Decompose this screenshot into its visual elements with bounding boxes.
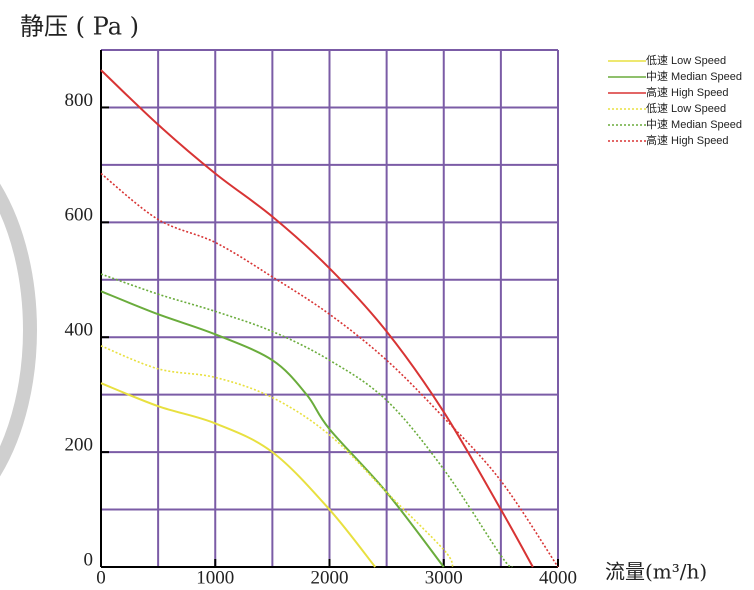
- y-tick-label: 0: [84, 549, 94, 570]
- legend-label: 高速 High Speed: [646, 85, 729, 99]
- series-line: [100, 69, 534, 568]
- legend-label: 中速 Median Speed: [646, 118, 742, 131]
- legend-label: 中速 Median Speed: [646, 70, 742, 83]
- y-tick-label: 800: [65, 90, 94, 111]
- x-tick-label: 2000: [311, 567, 349, 588]
- x-axis-label: 流量(m³/h): [605, 560, 707, 584]
- series-line: [100, 273, 513, 568]
- y-tick-label: 600: [65, 205, 94, 226]
- y-tick-label: 200: [65, 434, 94, 455]
- x-tick-label: 0: [96, 567, 106, 588]
- legend-label: 高速 High Speed: [646, 133, 729, 147]
- y-tick-label: 400: [65, 320, 94, 341]
- x-tick-label: 3000: [425, 567, 463, 588]
- legend-label: 低速 Low Speed: [646, 102, 726, 115]
- x-tick-label: 1000: [196, 567, 234, 588]
- series-line: [100, 345, 454, 568]
- legend-label: 低速 Low Speed: [646, 54, 726, 67]
- y-axis-label: 静压 ( Pa ): [20, 13, 139, 41]
- x-tick-label: 4000: [539, 567, 577, 588]
- background-decoration: [0, 183, 37, 477]
- series-line: [100, 382, 376, 568]
